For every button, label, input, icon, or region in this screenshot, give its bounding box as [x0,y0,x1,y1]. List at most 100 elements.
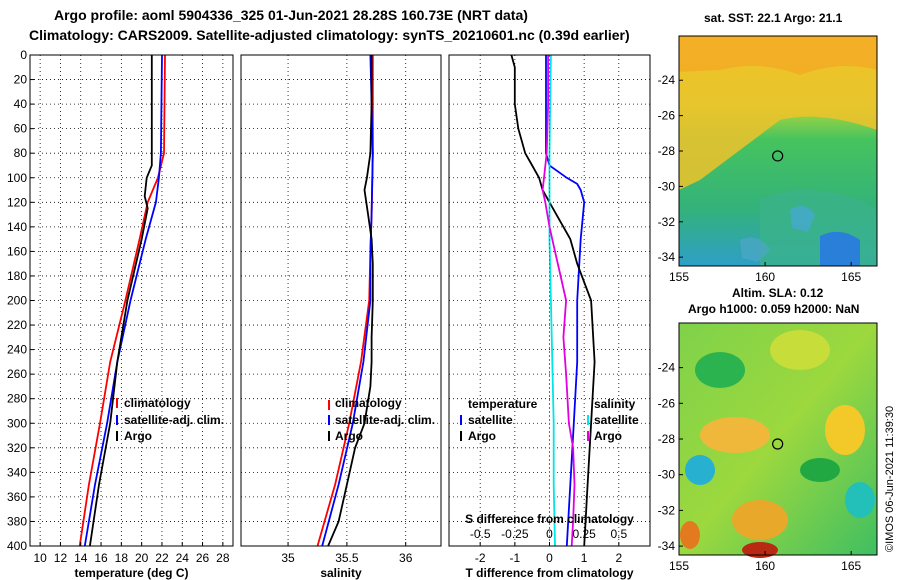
temperature-profile-panel: 10 12 14 16 18 20 22 24 26 28 temperature (deg C) 0… [7,48,234,580]
legend-label-climatology: climatology [335,396,402,410]
sla-map-title-line1: Altim. SLA: 0.12 [732,286,824,300]
y-tick-label: 260 [7,367,27,381]
x-tick-label: 36 [399,551,413,565]
sst-map-axes: 155 160 165 -24 -26 -28 -30 -32 -34 [658,73,862,284]
salinity-legend: climatology satellite-adj. clim. Argo [328,396,435,443]
series-line-s-argo [541,55,576,547]
map-y-tick-label: -34 [658,250,676,264]
map-x-tick-label: 155 [669,559,689,573]
difference-legend: temperature satellite Argo salinity sate… [460,397,639,443]
x2-tick-label: 0 [546,527,553,541]
map-y-tick-label: -28 [658,144,676,158]
figure-title-line1: Argo profile: aoml 5904336_325 01-Jun-20… [54,7,528,23]
legend-label-t-satellite: satellite [468,413,513,427]
x-tick-label: -2 [475,551,486,565]
legend-title-salinity: salinity [594,397,636,411]
legend-label-s-satellite: satellite [594,413,639,427]
sla-argo-marker [772,438,784,450]
legend-swatch-s-argo [587,431,589,441]
legend-swatch-t-argo [460,431,462,441]
legend-label-s-argo: Argo [594,429,622,443]
x-axis-label: temperature (deg C) [74,566,188,580]
sst-argo-marker [772,150,784,162]
legend-swatch-argo [328,431,330,441]
sst-map-panel: sat. SST: 22.1 Argo: 21.1 155 160 165 -24 -2… [658,11,878,284]
y-tick-label: 0 [20,48,27,62]
x-tick-label: 35.5 [335,551,359,565]
sla-map-image [679,323,877,558]
x2-tick-label: 0.25 [572,527,596,541]
x-tick-label: 16 [94,551,108,565]
map-y-tick-label: -26 [658,109,676,123]
map-x-tick-label: 165 [841,270,861,284]
difference-profile-panel: -2 -1 0 1 2 -0.5 -0.25 0 0.25 0.5S difference fro… [448,54,651,580]
x-tick-label: 35 [281,551,295,565]
x2-tick-label: -0.25 [501,527,529,541]
map-y-tick-label: -30 [658,468,676,482]
sla-map-axes: 155 160 165 -24 -26 -28 -30 -32 -34 [658,361,862,573]
y-tick-label: 300 [7,416,27,430]
y-tick-label: 320 [7,441,27,455]
x-tick-label: 20 [135,551,149,565]
y-tick-label: 400 [7,539,27,553]
y-tick-label: 120 [7,195,27,209]
legend-swatch-climatology [328,400,330,410]
x2-tick-label: -0.5 [470,527,491,541]
y-tick-label: 340 [7,465,27,479]
map-x-tick-label: 155 [669,270,689,284]
legend-label-satellite: satellite-adj. clim. [335,413,435,427]
x2-tick-label: 0.5 [610,527,627,541]
legend-swatch-satellite [116,415,118,425]
x-axis-label: salinity [320,566,362,580]
y-tick-label: 160 [7,244,27,258]
series-line-satellite-adj-clim- [321,54,374,547]
legend-swatch-argo [116,431,118,441]
map-y-tick-label: -28 [658,432,676,446]
map-x-tick-label: 160 [755,559,775,573]
y-tick-label: 220 [7,318,27,332]
map-x-tick-label: 165 [841,559,861,573]
series-line-climatology [78,54,166,547]
series-line-s-satellite [548,54,556,547]
y-tick-label: 360 [7,490,27,504]
y-tick-label: 60 [14,122,28,136]
map-y-tick-label: -26 [658,396,676,410]
x-tick-label: 10 [33,551,47,565]
legend-swatch-climatology [116,398,118,408]
map-y-tick-label: -24 [658,73,676,87]
x-tick-label: 28 [216,551,230,565]
x-tick-label: 1 [581,551,588,565]
y-tick-label: 280 [7,392,27,406]
y-tick-label: 80 [14,146,28,160]
x-tick-label: 0 [546,551,553,565]
map-y-tick-label: -32 [658,215,676,229]
map-y-tick-label: -30 [658,179,676,193]
sla-map-panel: Altim. SLA: 0.12 Argo h1000: 0.059 h2000… [658,286,878,573]
x-axis-label: T difference from climatology [465,566,633,580]
x-tick-label: 18 [115,551,129,565]
y-tick-label: 240 [7,343,27,357]
y-tick-label: 200 [7,294,27,308]
map-y-tick-label: -34 [658,539,676,553]
plot-frame [240,54,442,547]
sla-map-title-line2: Argo h1000: 0.059 h2000: NaN [688,302,859,316]
legend-swatch-s-satellite [587,415,589,425]
legend-label-argo: Argo [335,429,363,443]
series-line-argo [327,55,374,547]
map-y-tick-label: -24 [658,361,676,375]
x-tick-label: 2 [615,551,622,565]
figure-title-line2: Climatology: CARS2009. Satellite-adjuste… [29,27,630,43]
map-y-tick-label: -32 [658,503,676,517]
y-tick-label: 40 [14,97,28,111]
legend-label-t-argo: Argo [468,429,496,443]
x-tick-label: 14 [74,551,88,565]
y-tick-label: 140 [7,220,27,234]
x-tick-label: 26 [196,551,210,565]
y-tick-label: 100 [7,171,27,185]
x2-axis-label: S difference from climatology [465,512,634,526]
temperature-legend: climatology satellite-adj. clim. Argo [116,396,224,443]
series-line-satellite-adj-clim- [83,54,163,547]
legend-label-argo: Argo [124,429,152,443]
series-line-argo [89,55,153,547]
